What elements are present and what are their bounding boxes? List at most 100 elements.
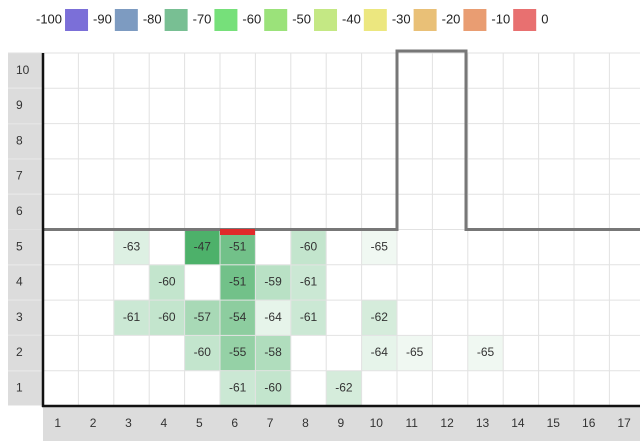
- cell: [185, 230, 220, 265]
- cell: [291, 300, 326, 335]
- cell: [468, 335, 503, 371]
- cell-value: -61: [300, 310, 318, 324]
- legend-swatch: [164, 9, 188, 31]
- legend-swatch: [513, 9, 537, 31]
- cell-value: -60: [264, 381, 282, 395]
- legend-label: -30: [392, 11, 411, 26]
- cell: [326, 371, 362, 406]
- col-label: 10: [370, 416, 384, 430]
- legend-label: -80: [143, 11, 162, 26]
- col-header-bg: [43, 407, 640, 441]
- col-label: 2: [90, 416, 97, 430]
- col-label: 3: [125, 416, 132, 430]
- cell-value: -63: [123, 239, 141, 253]
- cell: [114, 230, 149, 265]
- cell: [149, 300, 185, 335]
- cell-value: -64: [371, 345, 389, 359]
- cell-value: -60: [158, 275, 176, 289]
- col-label: 5: [196, 416, 203, 430]
- col-label: 8: [302, 416, 309, 430]
- col-label: 12: [440, 416, 454, 430]
- cell-value: -64: [264, 310, 282, 324]
- legend-label: 0: [541, 11, 548, 26]
- cell: [149, 265, 185, 300]
- cell: [255, 335, 291, 371]
- col-label: 16: [582, 416, 596, 430]
- cell-value: -47: [194, 239, 212, 253]
- legend-swatch: [214, 9, 238, 31]
- cell-value: -65: [371, 239, 389, 253]
- cell: [114, 300, 149, 335]
- cell: [220, 371, 255, 406]
- cell-value: -61: [300, 275, 318, 289]
- cell: [291, 265, 326, 300]
- selected-marker: [220, 229, 255, 235]
- legend-label: -100: [36, 11, 62, 26]
- cell-value: -61: [123, 310, 141, 324]
- cell: [362, 300, 397, 335]
- cell-value: -62: [371, 310, 389, 324]
- legend-label: -90: [93, 11, 112, 26]
- cell-value: -60: [158, 310, 176, 324]
- col-label: 14: [511, 416, 525, 430]
- cell-value: -60: [194, 345, 212, 359]
- cell: [220, 300, 255, 335]
- row-label: 2: [16, 345, 23, 359]
- row-label: 9: [16, 98, 23, 112]
- legend-swatch: [463, 9, 487, 31]
- legend-swatch: [264, 9, 288, 31]
- cell: [255, 265, 291, 300]
- cell: [185, 300, 220, 335]
- legend-swatch: [65, 9, 89, 31]
- cell-value: -58: [264, 345, 282, 359]
- col-label: 15: [547, 416, 561, 430]
- row-label: 7: [16, 169, 23, 183]
- cell-value: -55: [229, 345, 247, 359]
- cell-value: -57: [194, 310, 212, 324]
- cell: [220, 335, 255, 371]
- cell-value: -51: [229, 239, 247, 253]
- legend-label: -50: [292, 11, 311, 26]
- cell-value: -61: [229, 381, 247, 395]
- legend-swatch: [314, 9, 338, 31]
- legend-swatch: [114, 9, 138, 31]
- cell: [291, 230, 326, 265]
- legend-label: -70: [193, 11, 212, 26]
- cell: [397, 335, 432, 371]
- legend-label: -10: [491, 11, 510, 26]
- cell: [362, 230, 397, 265]
- col-label: 1: [54, 416, 61, 430]
- col-label: 4: [161, 416, 168, 430]
- legend-label: -20: [442, 11, 461, 26]
- row-label: 8: [16, 133, 23, 147]
- cell-value: -54: [229, 310, 247, 324]
- legend-label: -60: [242, 11, 261, 26]
- threshold-line: [43, 49, 640, 231]
- cell-value: -60: [300, 239, 318, 253]
- row-label: 4: [16, 275, 23, 289]
- cell: [255, 300, 291, 335]
- col-label: 7: [267, 416, 274, 430]
- col-label: 6: [231, 416, 238, 430]
- legend-swatch: [413, 9, 437, 31]
- row-label: 1: [16, 381, 23, 395]
- cell: [255, 371, 291, 406]
- cell: [185, 335, 220, 371]
- cell-value: -65: [406, 345, 424, 359]
- col-label: 11: [405, 416, 418, 430]
- col-label: 9: [338, 416, 345, 430]
- cell: [220, 230, 255, 265]
- row-label: 6: [16, 204, 23, 218]
- legend-label: -40: [342, 11, 361, 26]
- row-label: 10: [16, 63, 30, 77]
- legend-swatch: [363, 9, 387, 31]
- row-label: 5: [16, 239, 23, 253]
- row-label: 3: [16, 310, 23, 324]
- col-label: 17: [617, 416, 631, 430]
- col-label: 13: [476, 416, 490, 430]
- cell-value: -51: [229, 275, 247, 289]
- cell: [362, 335, 397, 371]
- cell-value: -65: [477, 345, 495, 359]
